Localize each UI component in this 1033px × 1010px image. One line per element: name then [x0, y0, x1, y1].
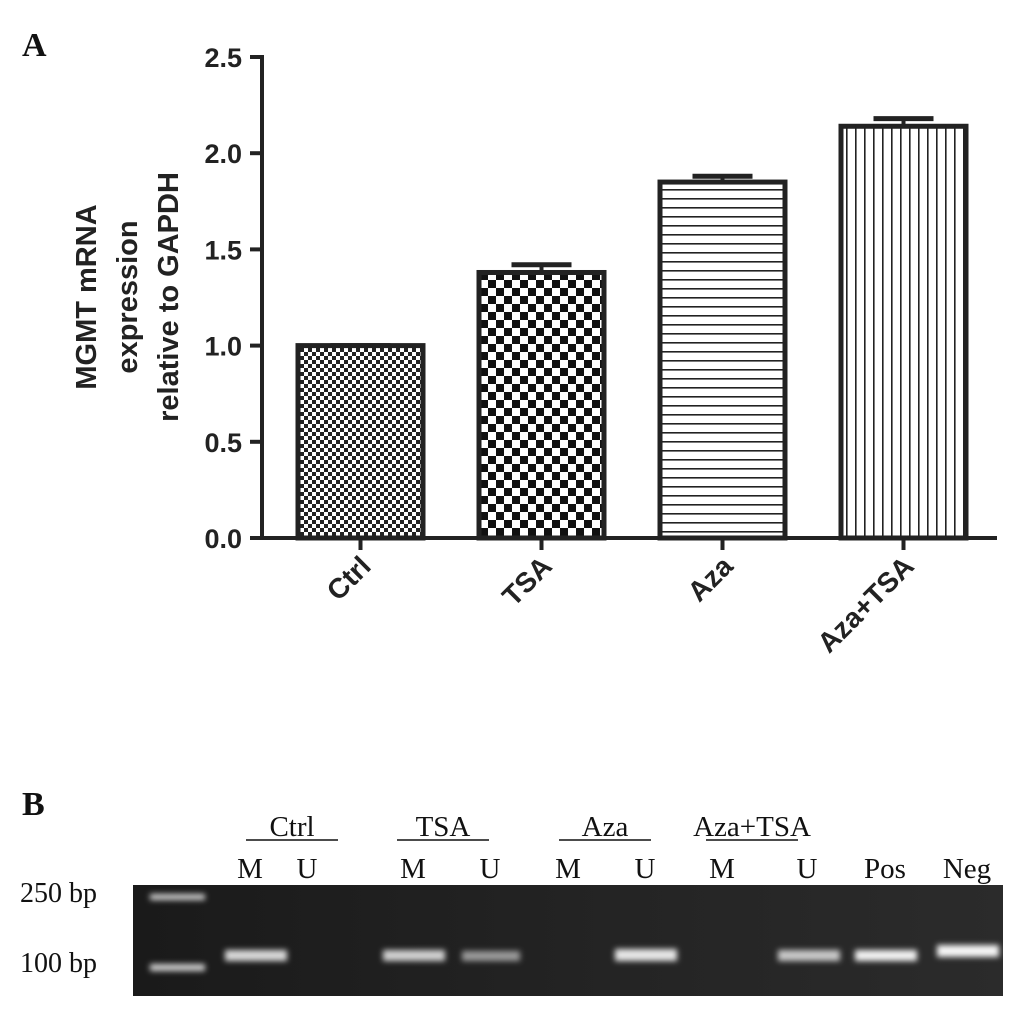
gel — [133, 885, 1003, 996]
ladder-band — [150, 964, 205, 971]
band — [778, 950, 840, 961]
panel-label: A — [22, 27, 47, 64]
group-label: Aza+TSA — [693, 811, 811, 843]
band — [383, 950, 445, 961]
y-tick-label: 1.5 — [204, 235, 242, 265]
lane-label: U — [797, 853, 818, 885]
lane-label: M — [709, 853, 735, 885]
ladder-label: 100 bp — [20, 948, 97, 979]
panel-label: B — [22, 786, 45, 823]
band — [937, 945, 999, 957]
band — [225, 950, 287, 961]
bar — [657, 179, 788, 541]
group-label: Ctrl — [269, 811, 314, 843]
band — [855, 950, 917, 961]
y-tick-label: 0.5 — [204, 428, 242, 458]
y-axis-label-line: relative to GAPDH — [153, 172, 185, 422]
bar — [838, 123, 969, 541]
gel-bands — [150, 894, 999, 971]
y-tick-label: 2.5 — [204, 43, 242, 73]
lane-label: U — [635, 853, 656, 885]
x-tick-label: TSA — [496, 550, 558, 612]
lane-label: Pos — [864, 853, 906, 885]
y-tick-label: 0.0 — [204, 524, 242, 554]
lane-label: M — [400, 853, 426, 885]
y-axis-label: MGMT mRNA expression relative to GAPDH — [71, 172, 185, 422]
lane-label: U — [297, 853, 318, 885]
ladder-label: 250 bp — [20, 878, 97, 909]
y-axis-label-line: MGMT mRNA — [71, 204, 103, 389]
group-label: Aza — [582, 811, 629, 843]
ladder-band — [150, 894, 205, 900]
x-tick-label: Aza+TSA — [811, 550, 919, 658]
band — [615, 949, 677, 961]
y-axis-label-line: expression — [112, 220, 144, 373]
group-label: TSA — [416, 811, 471, 843]
bar — [476, 269, 607, 541]
lane-label: M — [555, 853, 581, 885]
x-tick-label: Ctrl — [321, 550, 377, 606]
band — [462, 951, 520, 961]
y-tick-label: 2.0 — [204, 139, 242, 169]
x-tick-label: Aza — [682, 550, 739, 607]
y-tick-label: 1.0 — [204, 332, 242, 362]
lane-label: Neg — [943, 853, 991, 885]
lane-label: M — [237, 853, 263, 885]
bar — [295, 343, 426, 541]
lane-label: U — [480, 853, 501, 885]
